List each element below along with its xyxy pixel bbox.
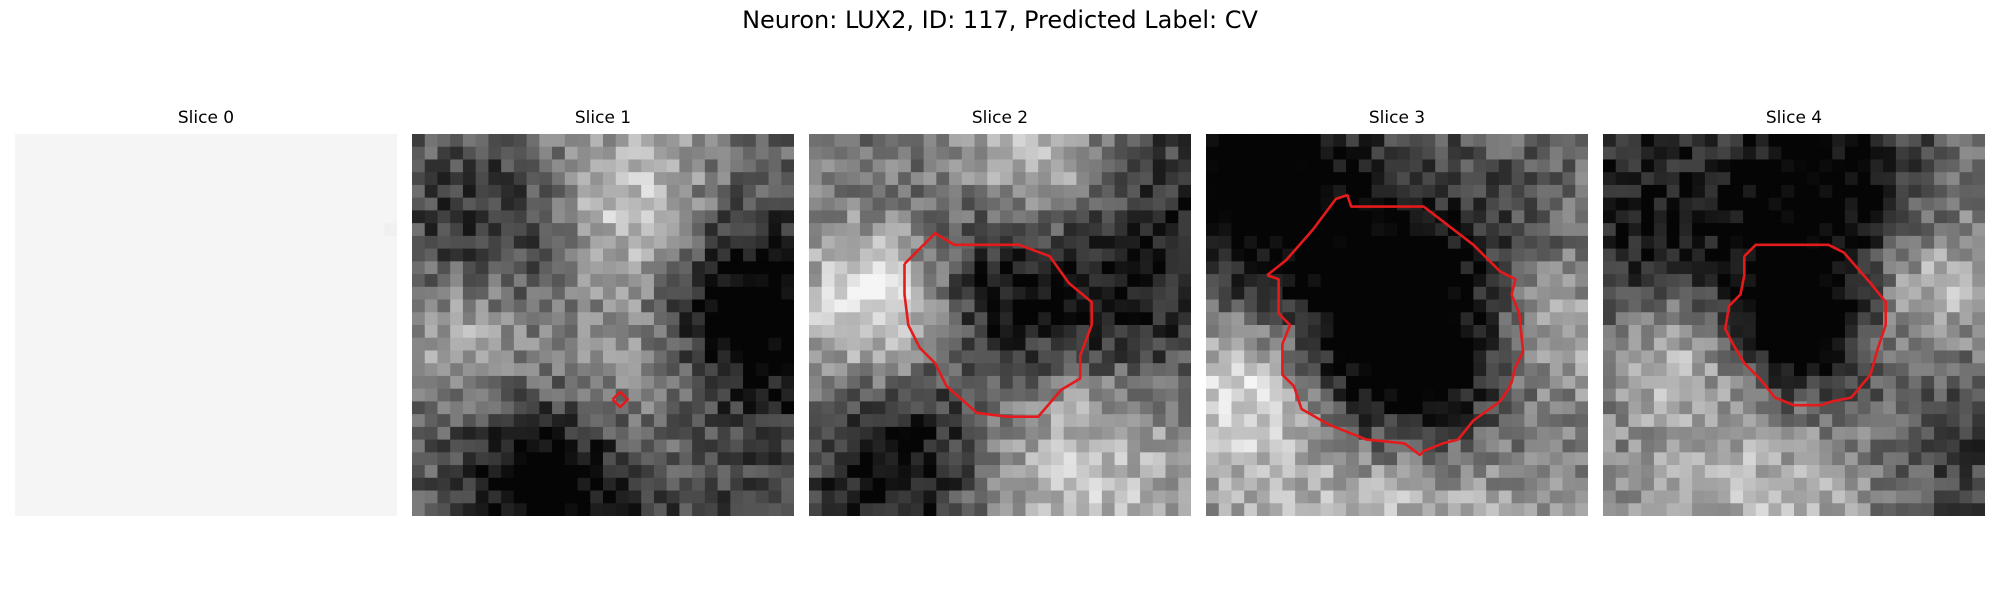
panel-title-slice-4: Slice 4 [1765,108,1823,128]
panel-title-slice-0: Slice 0 [177,108,235,128]
pixel-grid [809,134,1191,516]
panel-title-slice-2: Slice 2 [971,108,1029,128]
pixel-grid [1603,134,1985,516]
roi-contour [611,390,630,409]
pixel-grid [15,134,397,516]
roi-contour [1723,243,1888,407]
pixel-grid [412,134,794,516]
pixel-grid [1206,134,1588,516]
roi-contour [1266,193,1525,457]
roi-contour [903,232,1094,419]
slice-3-image [1206,134,1588,516]
panel-title-slice-1: Slice 1 [574,108,632,128]
panel-title-slice-3: Slice 3 [1368,108,1426,128]
figure-title: Neuron: LUX2, ID: 117, Predicted Label: … [742,6,1258,34]
slice-2-image [809,134,1191,516]
slice-4-image [1603,134,1985,516]
slice-0-image [15,134,397,516]
slice-1-image [412,134,794,516]
